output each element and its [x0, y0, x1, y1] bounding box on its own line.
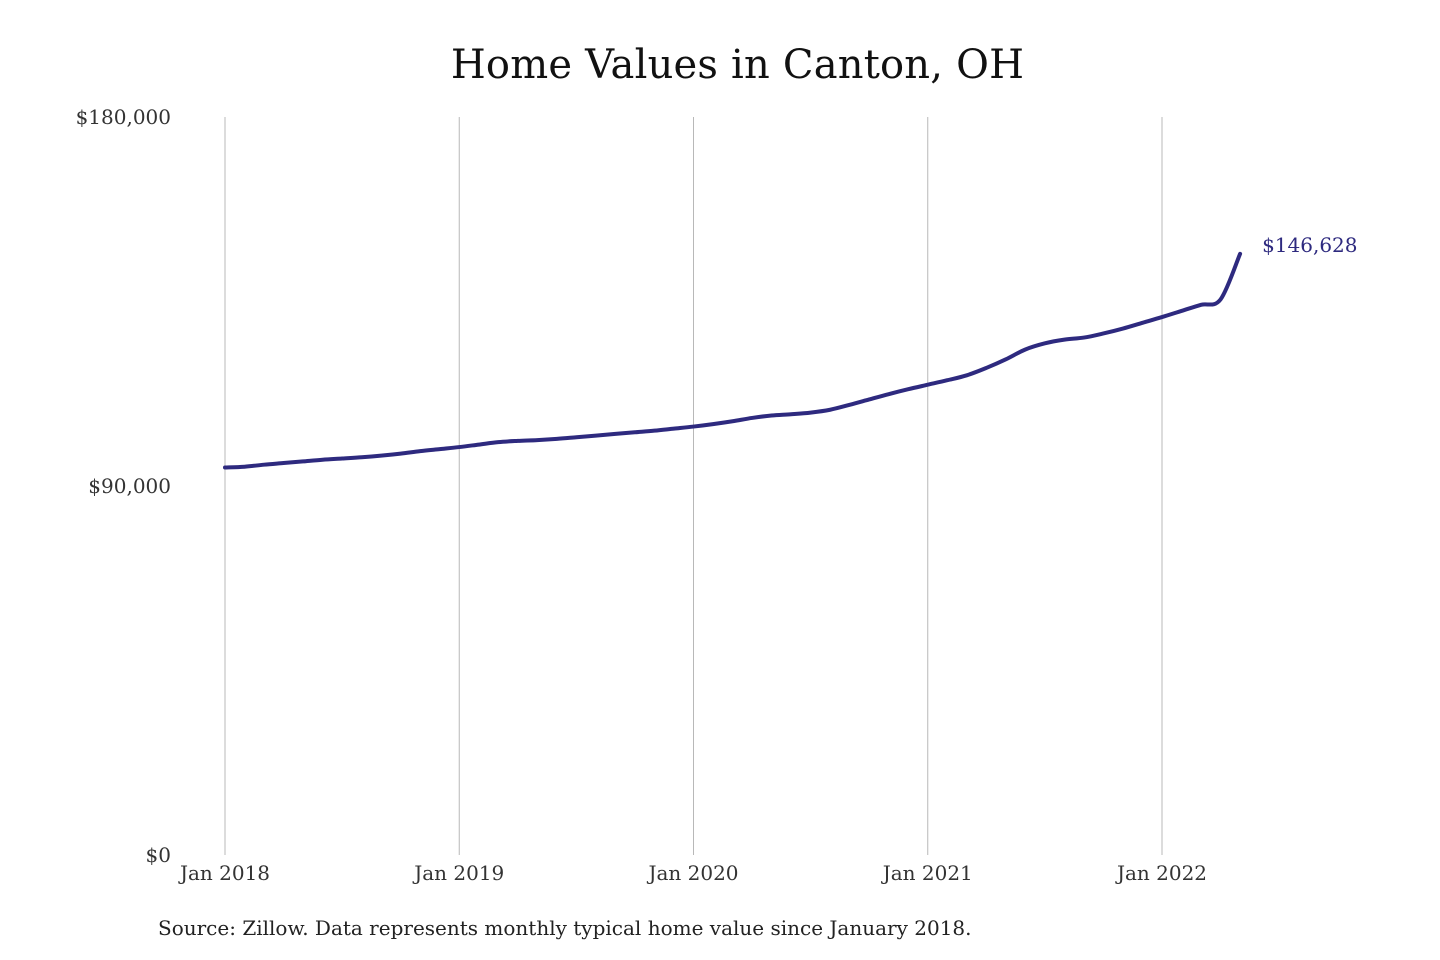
source-note: Source: Zillow. Data represents monthly …	[158, 916, 972, 940]
x-tick-label: Jan 2019	[412, 861, 504, 885]
end-value-label: $146,628	[1262, 233, 1357, 257]
y-axis-ticks: $0 $90,000 $180,000	[76, 105, 171, 867]
series-layer	[223, 251, 1243, 470]
x-tick-label: Jan 2020	[646, 861, 738, 885]
y-tick-label: $180,000	[76, 105, 171, 129]
x-tick-label: Jan 2018	[178, 861, 270, 885]
chart-title: Home Values in Canton, OH	[450, 42, 1025, 88]
series-line	[223, 251, 1243, 470]
y-tick-label: $90,000	[88, 474, 171, 498]
data-labels: $146,628	[1262, 233, 1357, 257]
x-axis-ticks: Jan 2018 Jan 2019 Jan 2020 Jan 2021 Jan 2022	[178, 861, 1207, 885]
x-tick-label: Jan 2022	[1115, 861, 1207, 885]
line-chart: $0$90,000$180,000 Jan 2018 Jan 2019 Jan 20…	[76, 105, 1358, 885]
vertical-gridlines	[224, 117, 1163, 855]
y-tick-label: $0	[146, 843, 171, 867]
x-tick-label: Jan 2021	[881, 861, 973, 885]
